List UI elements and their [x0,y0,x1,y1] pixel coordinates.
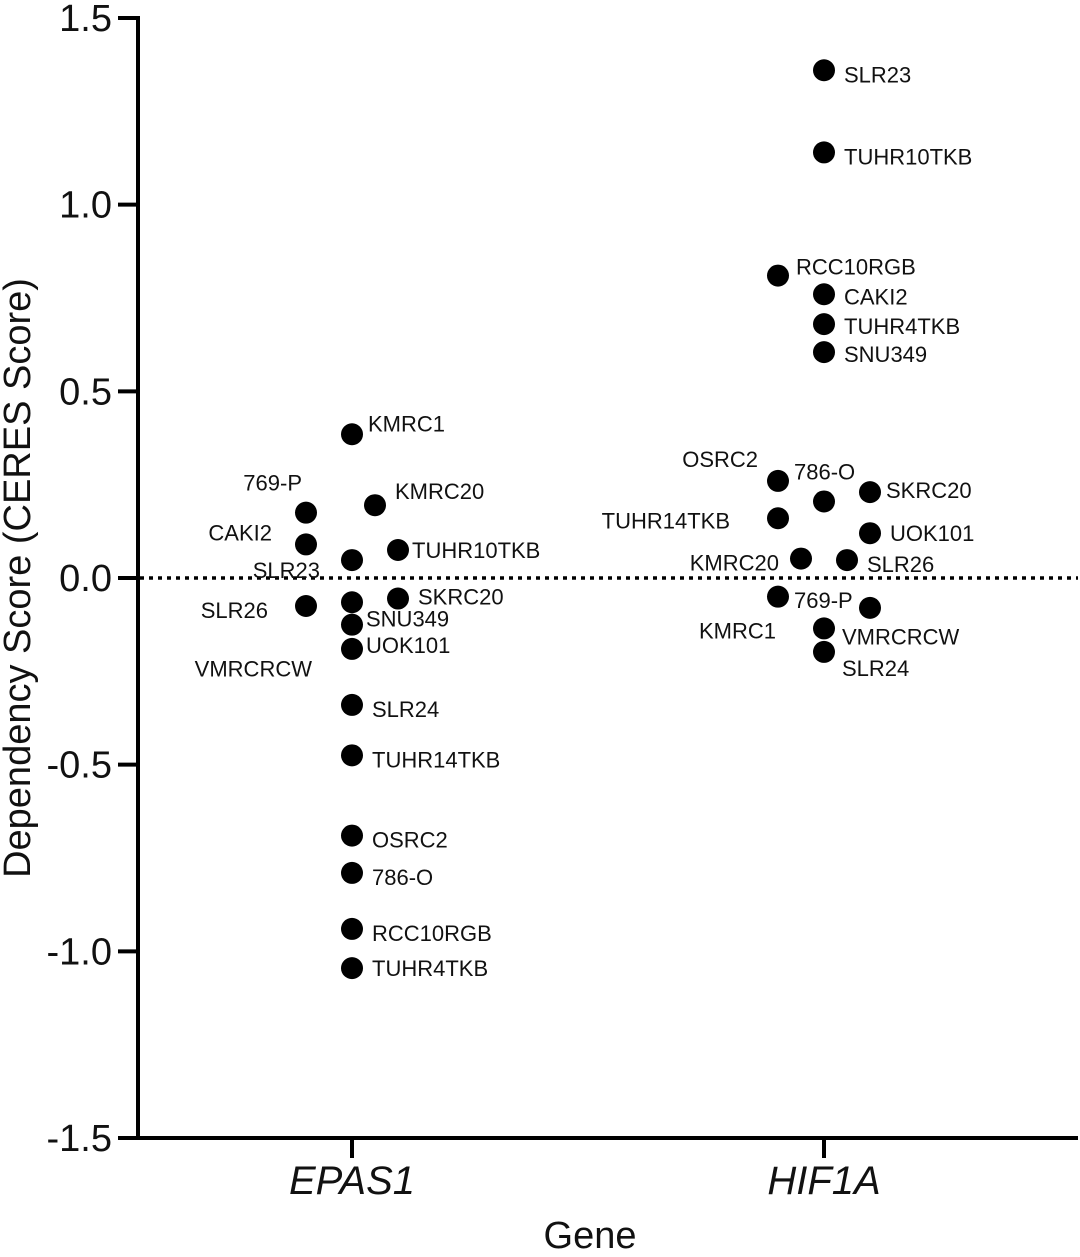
data-point-label: KMRC1 [368,411,445,436]
data-point [341,591,363,614]
y-tick-label: -1.5 [47,1118,112,1160]
data-point-label: TUHR14TKB [372,747,500,772]
y-tick-label: 0.0 [59,558,112,600]
data-point [341,824,363,847]
data-point-label: OSRC2 [682,447,758,472]
data-point-label: SLR24 [372,697,439,722]
data-point-label: SLR24 [842,656,909,681]
data-point-label: SKRC20 [418,585,504,610]
data-point-label: OSRC2 [372,828,448,853]
data-point-label: SLR26 [201,598,268,623]
data-point-label: CAKI2 [844,284,908,309]
data-point [387,587,409,610]
data-point [387,539,409,561]
points-layer [295,59,881,980]
x-tick-label: EPAS1 [289,1159,415,1203]
data-point [767,507,789,530]
data-point-label: UOK101 [366,633,450,658]
data-point [859,522,881,545]
y-tick-label: 1.5 [59,0,112,40]
data-point [813,640,835,663]
data-point [341,549,363,572]
data-point-label: SNU349 [366,606,449,631]
y-tick-label: 1.0 [59,185,112,227]
data-point [341,917,363,940]
data-point-label: RCC10RGB [372,921,492,946]
data-point-label: VMRCRCW [195,657,313,682]
data-point-label: 769-P [794,588,853,613]
data-point [364,494,386,517]
data-point-label: SKRC20 [886,478,972,503]
x-axis-title: Gene [544,1215,637,1257]
data-point-label: TUHR10TKB [844,144,972,169]
data-point [813,283,835,306]
data-point-label: KMRC1 [699,619,776,644]
data-point [341,744,363,767]
data-point [813,313,835,336]
axes: 1.5 1.0 0.5 0.0 -0.5 -1.0 -1.5 EPAS1 HIF1A [47,0,1078,1203]
data-point [341,693,363,716]
data-point [836,549,858,572]
data-point-label: TUHR14TKB [602,508,730,533]
data-point [295,533,317,556]
data-point [341,861,363,884]
data-point-label: KMRC20 [690,551,779,576]
data-point [813,141,835,164]
data-point-label: CAKI2 [208,520,272,545]
data-point-label: TUHR4TKB [372,956,488,981]
data-point [295,501,317,524]
data-point [859,596,881,619]
data-point [295,595,317,617]
data-point-label: 786-O [794,459,855,484]
data-point [813,617,835,640]
data-point [790,547,812,570]
data-point-label: VMRCRCW [842,624,960,649]
data-point-label: SNU349 [844,342,927,367]
y-tick-label: 0.5 [59,371,112,413]
data-point-label: KMRC20 [395,479,484,504]
data-point-label: 786-O [372,865,433,890]
y-tick-label: -1.0 [47,931,112,973]
data-point-label: UOK101 [890,521,974,546]
data-point [341,423,363,446]
y-axis-title: Dependency Score (CERES Score) [0,278,39,878]
data-point-label: RCC10RGB [796,255,916,280]
data-point-label: TUHR10TKB [412,538,540,563]
data-point [341,957,363,980]
data-point-label: 769-P [243,471,302,496]
data-point [767,264,789,287]
data-point-label: SLR23 [844,62,911,87]
data-point [341,637,363,660]
y-tick-label: -0.5 [47,745,112,787]
x-tick-label: HIF1A [767,1159,880,1203]
data-point-label: SLR23 [253,558,320,583]
data-point [813,59,835,82]
data-point [341,613,363,636]
data-point [813,341,835,364]
data-point [813,490,835,513]
data-point-label: TUHR4TKB [844,314,960,339]
data-point [859,481,881,504]
point-labels-layer: KMRC1 769-P KMRC20 CAKI2 SLR23 TUHR10TKB SLR26… [195,62,975,981]
data-point-label: SLR26 [867,552,934,577]
data-point [767,585,789,608]
data-point [767,469,789,492]
